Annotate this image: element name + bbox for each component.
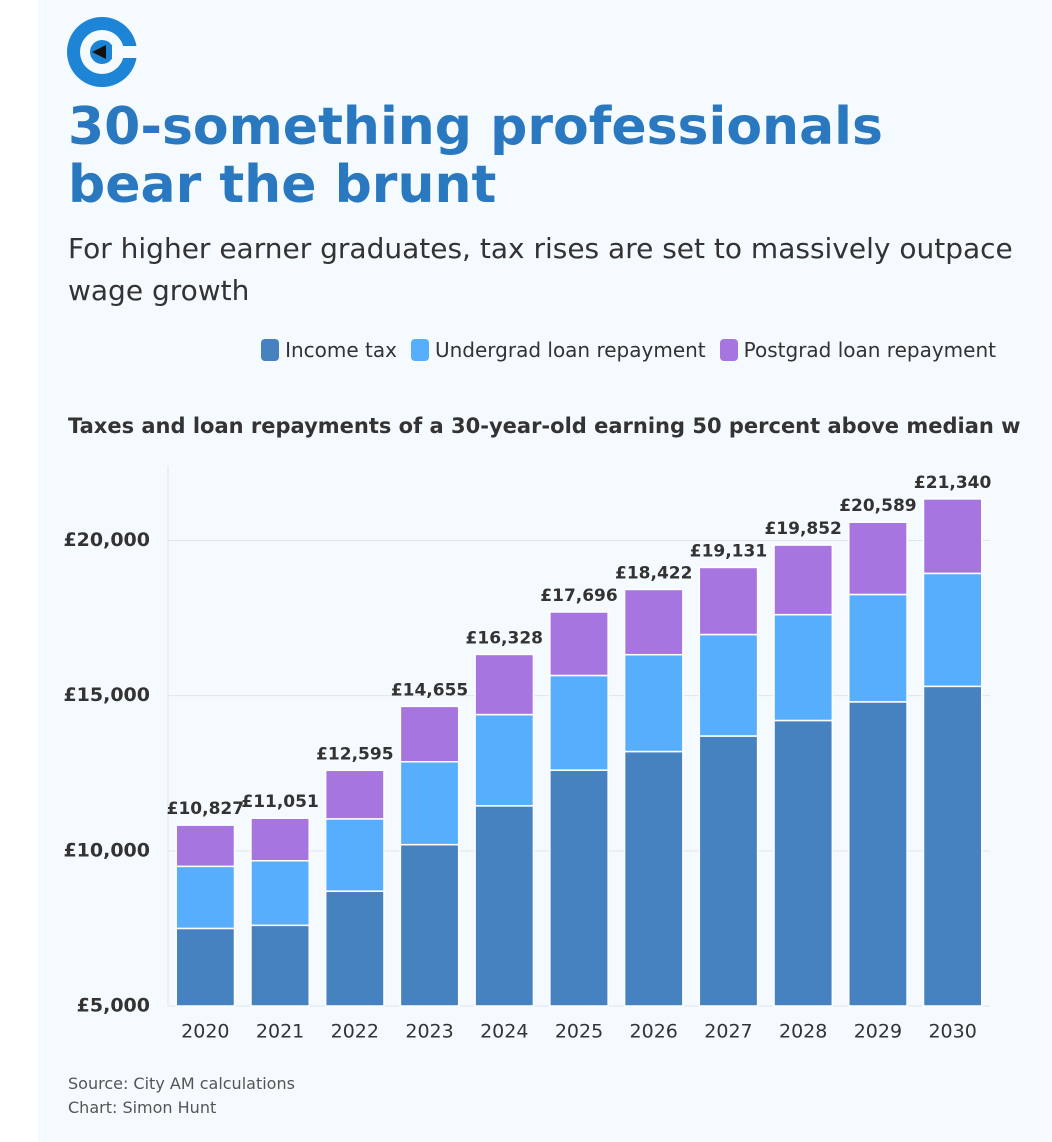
total-label: £18,422 xyxy=(615,563,692,583)
x-tick-label: 2026 xyxy=(630,1021,678,1043)
credit: Chart: Simon Hunt xyxy=(68,1098,217,1117)
bar-segment xyxy=(399,843,460,1007)
bar-segment xyxy=(399,705,460,763)
bar-segment xyxy=(250,924,310,1007)
legend-swatch xyxy=(410,339,429,361)
y-tick-label: £5,000 xyxy=(77,995,150,1017)
bar-segment xyxy=(324,769,385,820)
x-tick-label: 2029 xyxy=(854,1021,902,1043)
y-tick-label: £10,000 xyxy=(63,839,150,861)
total-label: £16,328 xyxy=(466,628,543,648)
legend-swatch xyxy=(719,339,738,361)
bar-segment xyxy=(324,890,385,1007)
legend: Income tax Undergrad loan repayment Postgr… xyxy=(261,338,996,362)
y-tick-label: £15,000 xyxy=(63,684,150,706)
total-label: £12,595 xyxy=(316,744,393,764)
bar-segment xyxy=(175,927,236,1007)
bar-segment xyxy=(848,593,908,703)
x-tick-label: 2023 xyxy=(405,1021,453,1043)
legend-swatch xyxy=(261,339,280,361)
bar-segment xyxy=(698,633,759,737)
total-label: £20,589 xyxy=(839,496,916,516)
total-label: £10,827 xyxy=(167,799,244,819)
y-tick-label: £20,000 xyxy=(63,529,150,551)
legend-item: Income tax xyxy=(261,338,397,362)
x-tick-label: 2028 xyxy=(779,1021,827,1043)
bar-segment xyxy=(922,685,983,1007)
bar-segment xyxy=(698,566,759,636)
legend-item: Undergrad loan repayment xyxy=(410,338,706,362)
bar-segment xyxy=(848,521,908,596)
total-label: £19,131 xyxy=(690,541,767,561)
bar-segment xyxy=(474,713,535,807)
bar-segment xyxy=(250,860,310,927)
x-tick-label: 2030 xyxy=(928,1021,976,1043)
bar-segment xyxy=(698,735,759,1007)
total-label: £19,852 xyxy=(764,519,841,539)
bar-segment xyxy=(175,824,236,868)
bar-segment xyxy=(848,701,908,1007)
legend-label: Income tax xyxy=(285,338,397,362)
x-tick-label: 2027 xyxy=(704,1021,752,1043)
bar-segment xyxy=(773,719,834,1007)
x-tick-label: 2021 xyxy=(256,1021,304,1043)
x-tick-label: 2025 xyxy=(555,1021,603,1043)
bar-segment xyxy=(175,865,236,930)
source: Source: City AM calculations xyxy=(68,1074,295,1093)
logo xyxy=(67,17,142,87)
x-tick-label: 2022 xyxy=(331,1021,379,1043)
bar-segment xyxy=(474,653,535,716)
chart-title: Taxes and loan repayments of a 30-year-o… xyxy=(68,414,1020,438)
x-tick-label: 2020 xyxy=(181,1021,229,1043)
bar-segment xyxy=(250,817,310,862)
total-label: £14,655 xyxy=(391,680,468,700)
bar-segment xyxy=(623,750,684,1007)
bar-segment xyxy=(324,818,385,892)
bar-segment xyxy=(623,653,684,753)
bar-segment xyxy=(773,544,834,616)
legend-label: Undergrad loan repayment xyxy=(434,338,706,362)
bar-segment xyxy=(549,769,609,1007)
bar-segment xyxy=(474,805,535,1007)
bar-segment xyxy=(399,761,460,846)
title: 30-something professionals bear the brun… xyxy=(68,97,883,215)
legend-item: Postgrad loan repayment xyxy=(719,338,996,362)
total-label: £21,340 xyxy=(914,473,992,493)
bar-segment xyxy=(773,613,834,722)
bar-segment xyxy=(922,572,983,688)
x-tick-label: 2024 xyxy=(480,1021,528,1043)
total-label: £17,696 xyxy=(540,586,617,606)
bar-segment xyxy=(623,588,684,656)
bar-segment xyxy=(549,611,609,677)
legend-label: Postgrad loan repayment xyxy=(743,338,996,362)
bar-segment xyxy=(549,674,609,771)
subtitle: For higher earner graduates, tax rises a… xyxy=(68,232,1013,307)
total-label: £11,051 xyxy=(241,792,318,812)
bar-segment xyxy=(922,498,983,575)
